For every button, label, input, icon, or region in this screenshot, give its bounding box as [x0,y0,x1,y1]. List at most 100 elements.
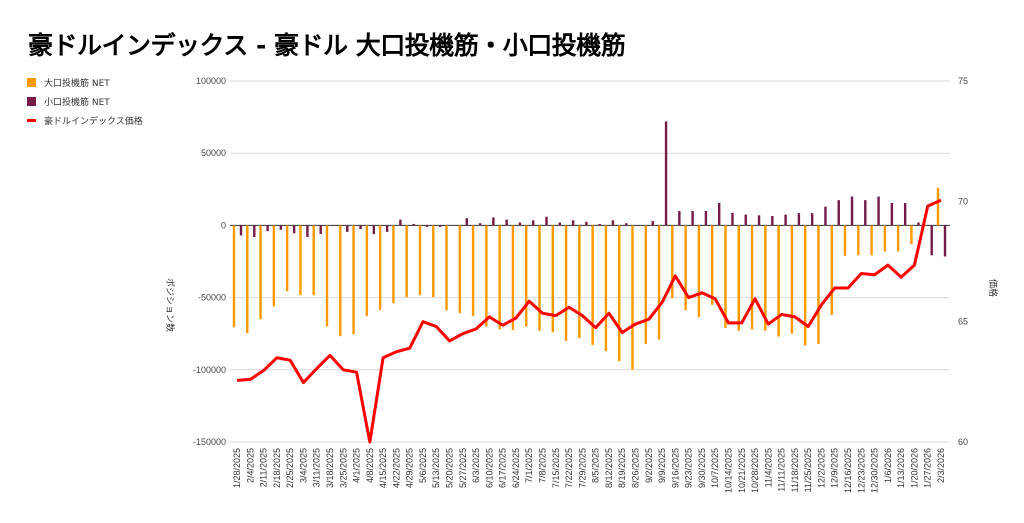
small-spec-bar [518,222,522,226]
x-tick-label: 1/28/2025 [232,448,242,488]
y2-tick-label: 75 [958,76,968,86]
y-tick-label: -100000 [193,365,226,375]
large-spec-bar [750,225,754,330]
small-spec-bar [903,203,907,226]
small-spec-bar [346,225,349,232]
x-tick-label: 4/1/2025 [352,448,362,483]
large-spec-bar [657,225,661,340]
y-tick-label: 50000 [201,148,226,158]
large-spec-bar [910,225,913,245]
large-spec-bar [578,225,581,339]
small-spec-bar [306,225,309,237]
large-spec-bar [710,225,714,305]
legend-line-red [27,119,36,122]
legend-label: 大口投機筋 NET [44,79,110,89]
x-tick-label: 8/19/2025 [617,448,627,488]
small-spec-bar [478,223,482,226]
small-spec-bar [439,225,442,227]
x-tick-label: 5/6/2025 [418,448,428,483]
large-spec-bar [471,225,475,317]
x-tick-label: 7/1/2025 [524,448,534,483]
small-spec-bar [771,216,774,226]
large-spec-bar [936,187,940,226]
large-spec-bar [697,225,701,318]
x-tick-label: 5/27/2025 [458,448,468,488]
small-spec-bar [917,222,920,226]
x-tick-label: 11/18/2025 [790,448,800,492]
x-tick-label: 4/15/2025 [378,448,388,488]
x-tick-label: 7/29/2025 [577,448,587,488]
legend-item-price: 豪ドルインデックス価格 [27,114,143,127]
small-spec-bar [784,214,787,226]
x-tick-label: 3/25/2025 [338,448,348,488]
large-spec-bar [843,225,847,256]
large-spec-bar [339,225,342,337]
y2-tick-label: 65 [958,317,968,327]
small-spec-bar [797,213,801,226]
x-tick-label: 7/22/2025 [564,448,574,488]
x-tick-label: 2/11/2025 [259,448,269,487]
large-spec-bar [604,225,608,352]
small-spec-bar [757,215,761,226]
x-tick-label: 2/3/2026 [936,448,946,483]
large-spec-bar [803,225,807,346]
small-spec-bar [678,210,681,226]
x-tick-label: 9/16/2025 [670,448,680,488]
chart-title: 豪ドルインデックス - 豪ドル 大口投機筋・小口投機筋 [28,31,626,60]
x-tick-label: 7/8/2025 [538,448,548,483]
large-spec-bar [684,225,687,311]
small-spec-bar [890,203,894,226]
legend-swatch-orange [27,78,36,87]
x-tick-label: 8/12/2025 [604,448,614,488]
large-spec-bar [458,225,462,314]
large-spec-bar [365,225,369,317]
small-spec-bar [359,225,362,230]
small-spec-bar [704,210,708,226]
y-tick-label: -150000 [193,437,226,447]
x-tick-label: 2/25/2025 [285,448,295,488]
y2-tick-label: 60 [958,437,968,447]
legend-label: 小口投機筋 NET [44,98,110,108]
large-spec-bar [764,225,767,331]
small-spec-bar [505,219,508,226]
x-tick-label: 6/10/2025 [484,448,494,488]
x-tick-label: 6/24/2025 [511,448,521,488]
small-spec-bar [319,225,322,235]
large-spec-bar [525,225,528,327]
y-axis-label: ポジション数 [165,278,176,332]
small-spec-bar [571,220,575,226]
x-tick-label: 2/18/2025 [272,448,282,488]
x-tick-label: 10/14/2025 [723,448,733,493]
small-spec-bar [558,222,561,226]
large-spec-bar [259,225,262,320]
x-tick-label: 1/6/2026 [883,448,893,483]
small-spec-bar [585,221,588,226]
x-tick-label: 11/11/2025 [777,448,787,492]
small-spec-bar [691,210,694,226]
x-tick-label: 9/9/2025 [657,448,667,483]
y2-tick-label: 70 [958,196,968,206]
large-spec-bar [325,225,329,327]
small-spec-bar [279,225,283,230]
small-spec-bar [744,214,747,226]
large-spec-bar [299,225,302,296]
large-spec-bar [724,225,727,328]
x-tick-label: 9/23/2025 [684,448,694,488]
large-spec-bar [870,225,873,256]
x-tick-label: 4/8/2025 [365,448,375,483]
large-spec-bar [737,225,740,331]
small-spec-bar [532,220,535,226]
legend-item-small-speculators: 小口投機筋 NET [27,95,110,108]
x-tick-label: 2/4/2025 [245,448,255,483]
small-spec-bar [611,220,615,226]
x-tick-label: 3/18/2025 [325,448,335,488]
small-spec-bar [492,217,495,226]
small-spec-bar [850,196,854,226]
large-spec-bar [405,225,408,298]
small-spec-bar [253,225,256,237]
small-spec-bar [651,221,654,226]
x-tick-label: 10/7/2025 [710,448,720,488]
x-tick-label: 3/4/2025 [298,448,308,483]
x-tick-label: 3/11/2025 [312,448,322,487]
legend-swatch-purple [27,97,36,106]
